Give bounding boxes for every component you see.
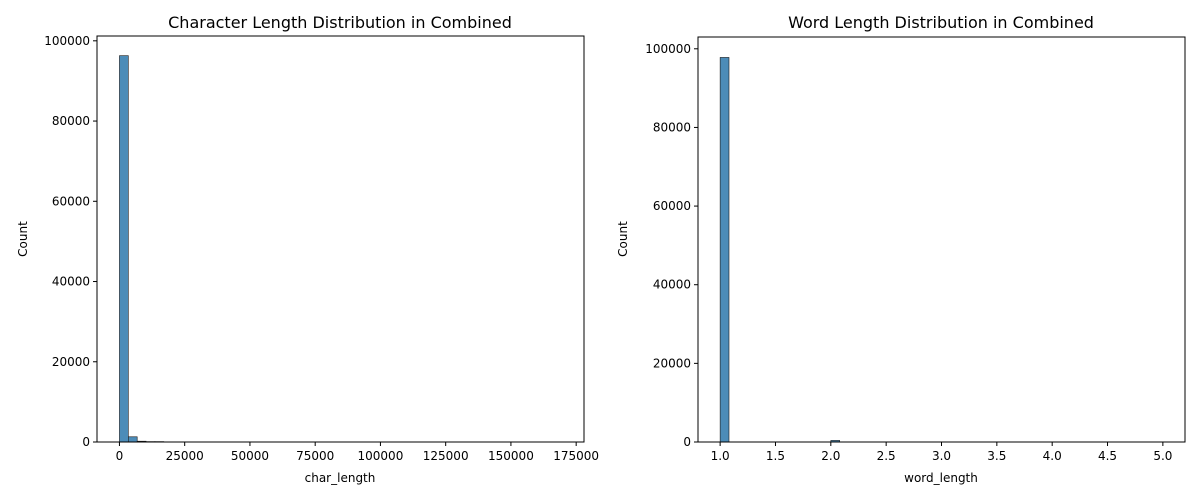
x-tick-label: 50000 bbox=[231, 449, 269, 463]
histogram-bar bbox=[119, 56, 128, 442]
chart-title: Word Length Distribution in Combined bbox=[788, 13, 1094, 32]
y-tick-label: 100000 bbox=[44, 34, 90, 48]
histogram-bar bbox=[720, 57, 729, 442]
x-tick-label: 75000 bbox=[296, 449, 334, 463]
y-tick-label: 0 bbox=[683, 435, 691, 449]
x-tick-label: 1.0 bbox=[711, 449, 730, 463]
y-axis-label: Count bbox=[16, 221, 30, 257]
y-tick-label: 20000 bbox=[52, 355, 90, 369]
y-tick-label: 80000 bbox=[52, 114, 90, 128]
x-tick-label: 3.0 bbox=[932, 449, 951, 463]
x-tick-label: 150000 bbox=[488, 449, 534, 463]
x-tick-label: 5.0 bbox=[1153, 449, 1172, 463]
x-axis-label: word_length bbox=[904, 471, 978, 485]
y-tick-label: 20000 bbox=[653, 356, 691, 370]
y-tick-label: 60000 bbox=[52, 194, 90, 208]
y-tick-label: 40000 bbox=[52, 275, 90, 289]
y-tick-label: 100000 bbox=[645, 42, 691, 56]
x-tick-label: 1.5 bbox=[766, 449, 785, 463]
chart-title: Character Length Distribution in Combine… bbox=[168, 13, 512, 32]
x-axis-label: char_length bbox=[305, 471, 376, 485]
x-tick-label: 0 bbox=[116, 449, 124, 463]
y-tick-label: 40000 bbox=[653, 278, 691, 292]
histogram-bar bbox=[128, 437, 137, 442]
x-tick-label: 25000 bbox=[166, 449, 204, 463]
y-tick-label: 0 bbox=[82, 435, 90, 449]
y-tick-label: 60000 bbox=[653, 199, 691, 213]
x-tick-label: 4.0 bbox=[1043, 449, 1062, 463]
x-tick-label: 175000 bbox=[553, 449, 599, 463]
x-tick-label: 2.0 bbox=[821, 449, 840, 463]
x-tick-label: 2.5 bbox=[877, 449, 896, 463]
x-tick-label: 125000 bbox=[423, 449, 469, 463]
x-tick-label: 4.5 bbox=[1098, 449, 1117, 463]
y-axis-label: Count bbox=[616, 221, 630, 257]
y-tick-label: 80000 bbox=[653, 120, 691, 134]
x-tick-label: 3.5 bbox=[987, 449, 1006, 463]
x-tick-label: 100000 bbox=[358, 449, 404, 463]
